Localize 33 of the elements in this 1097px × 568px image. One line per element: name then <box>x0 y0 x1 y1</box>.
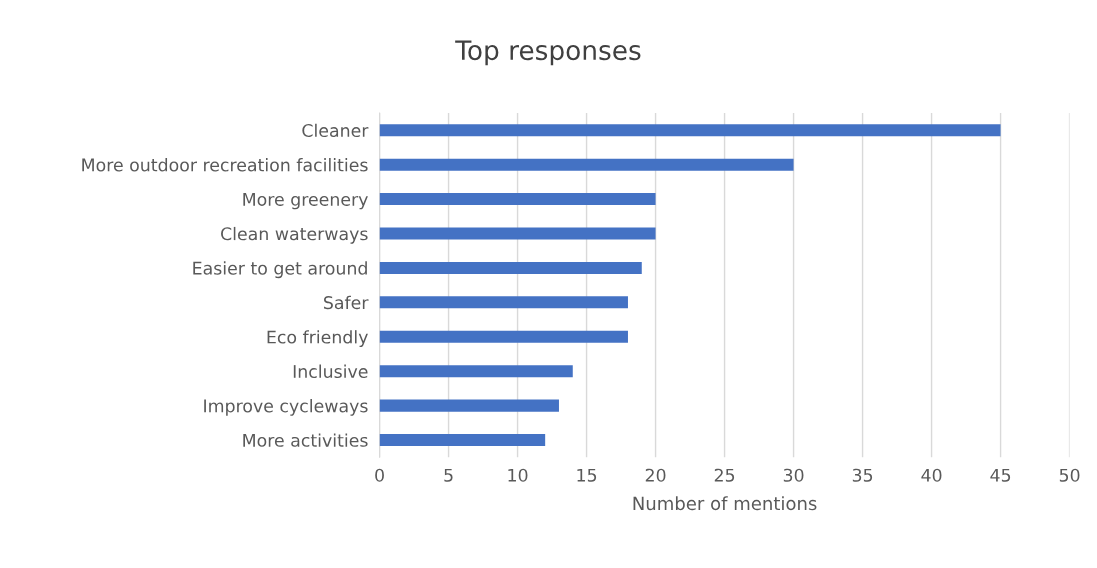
y-tick-label: Easier to get around <box>193 261 367 279</box>
x-tick-label: 35 <box>852 468 873 482</box>
y-tick-label: More outdoor recreation facilities <box>82 158 368 172</box>
y-tick-label: Safer <box>324 295 369 310</box>
chart-title: Top responses <box>455 40 641 66</box>
y-tick-label: Eco friendly <box>267 330 368 347</box>
x-tick-label: 0 <box>375 468 384 482</box>
y-tick-label: Cleaner <box>302 123 369 138</box>
bar <box>379 193 656 206</box>
bar <box>379 330 628 343</box>
bar <box>379 158 794 171</box>
y-tick-label: Clean waterways <box>221 226 368 244</box>
bar <box>379 365 573 378</box>
bar <box>379 296 628 309</box>
y-tick-label: Improve cycleways <box>204 399 368 416</box>
bar <box>379 399 559 412</box>
x-tick-label: 20 <box>645 468 666 482</box>
bar <box>379 434 546 447</box>
y-tick-label: More activities <box>243 433 368 447</box>
x-tick-label: 30 <box>783 468 804 482</box>
x-tick-label: 40 <box>921 468 942 482</box>
x-tick-label: 45 <box>990 468 1011 482</box>
x-tick-label: 15 <box>577 468 597 482</box>
x-axis-title: Number of mentions <box>633 496 817 511</box>
x-tick-label: 50 <box>1059 468 1080 482</box>
x-tick-label: 25 <box>714 468 735 482</box>
x-tick-label: 10 <box>508 468 528 482</box>
x-tick-label: 5 <box>444 468 453 482</box>
bar <box>379 227 656 240</box>
bar <box>379 124 1001 137</box>
bar <box>379 261 642 274</box>
y-tick-label: More greenery <box>243 193 368 210</box>
y-tick-label: Inclusive <box>293 364 368 379</box>
